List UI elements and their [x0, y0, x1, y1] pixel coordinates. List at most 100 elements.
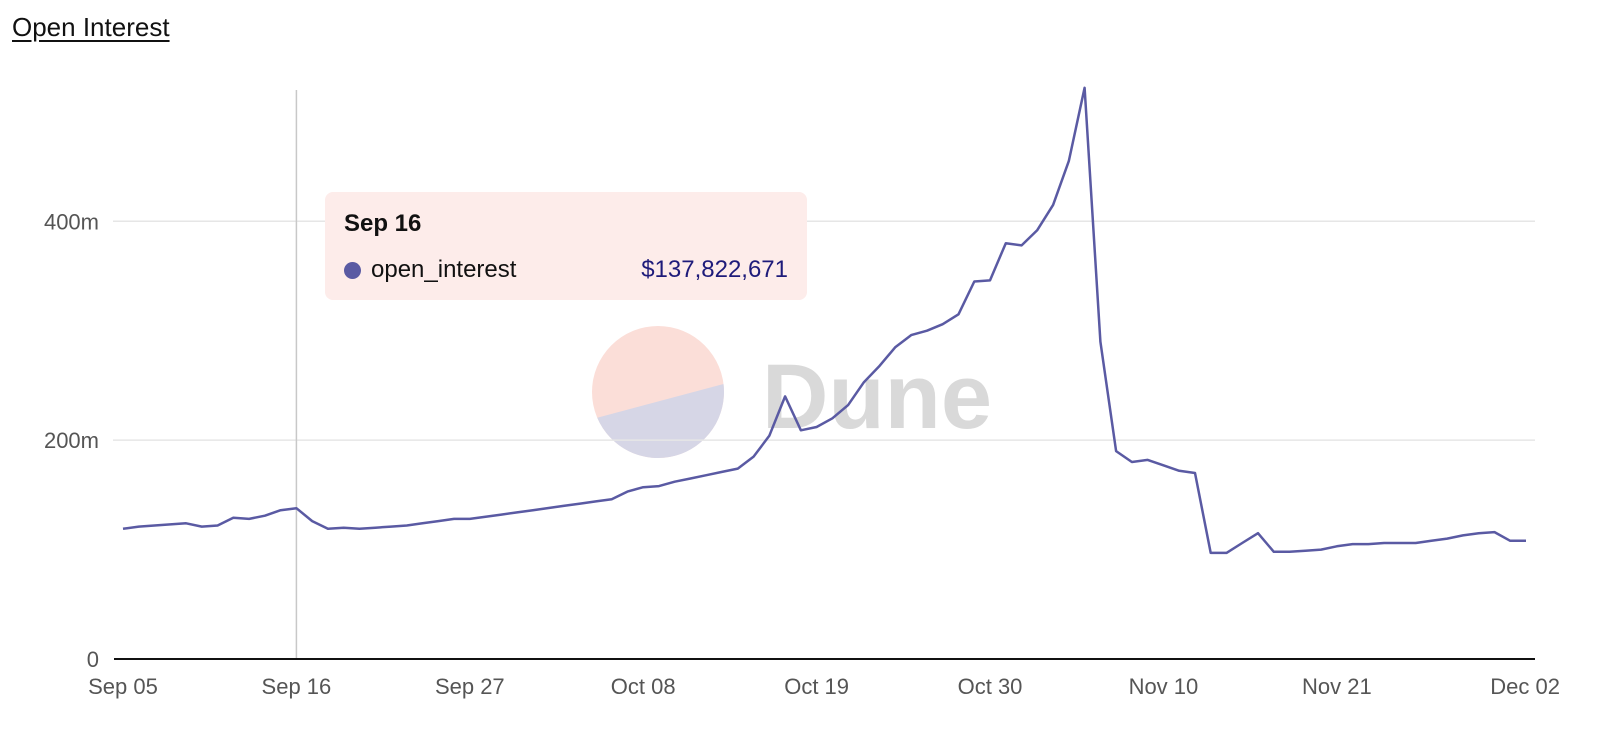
- data-point: [799, 428, 803, 432]
- data-point: [1130, 460, 1134, 464]
- data-point: [1414, 541, 1418, 545]
- data-point: [767, 434, 771, 438]
- data-point: [389, 525, 393, 529]
- x-tick-label: Nov 10: [1129, 674, 1199, 699]
- dune-watermark-text: Dune: [762, 346, 992, 448]
- chart-tooltip: Sep 16 open_interest $137,822,671: [325, 192, 807, 300]
- y-axis-ticks: 0 200m 400m: [44, 209, 99, 672]
- data-point: [421, 521, 425, 525]
- data-point: [484, 515, 488, 519]
- data-points: [121, 86, 1528, 555]
- data-point: [1177, 469, 1181, 473]
- data-point: [752, 455, 756, 459]
- data-point: [1335, 544, 1339, 548]
- dune-watermark: Dune: [592, 326, 992, 459]
- data-point: [1477, 531, 1481, 535]
- data-point: [1004, 241, 1008, 245]
- tooltip-row: open_interest $137,822,671: [344, 256, 788, 284]
- data-point: [1508, 539, 1512, 543]
- data-point: [153, 524, 157, 528]
- data-point: [1083, 86, 1087, 90]
- data-point: [1067, 159, 1071, 163]
- data-point: [988, 278, 992, 282]
- data-point: [1051, 203, 1055, 207]
- data-point: [878, 364, 882, 368]
- data-point: [1445, 537, 1449, 541]
- data-point: [783, 394, 787, 398]
- data-point: [862, 380, 866, 384]
- data-point: [1398, 541, 1402, 545]
- data-point: [1114, 449, 1118, 453]
- data-point: [137, 525, 141, 529]
- data-point: [531, 508, 535, 512]
- data-point: [200, 525, 204, 529]
- data-point: [216, 524, 220, 528]
- chart-title[interactable]: Open Interest: [12, 12, 170, 42]
- data-point: [657, 484, 661, 488]
- data-point: [830, 416, 834, 420]
- data-point: [1351, 542, 1355, 546]
- data-point: [625, 490, 629, 494]
- data-point: [1382, 541, 1386, 545]
- data-point: [815, 425, 819, 429]
- x-tick-label: Sep 05: [88, 674, 158, 699]
- data-point: [468, 517, 472, 521]
- data-point: [1146, 458, 1150, 462]
- data-point: [279, 508, 283, 512]
- data-point: [231, 516, 235, 520]
- data-point: [294, 506, 298, 510]
- data-point: [736, 467, 740, 471]
- data-point: [610, 497, 614, 501]
- data-point: [310, 519, 314, 523]
- data-point: [704, 473, 708, 477]
- data-point: [925, 329, 929, 333]
- data-point: [594, 499, 598, 503]
- x-tick-label: Dec 02: [1490, 674, 1560, 699]
- data-point: [1492, 530, 1496, 534]
- x-tick-label: Sep 16: [262, 674, 332, 699]
- x-tick-label: Oct 30: [958, 674, 1023, 699]
- data-point: [720, 470, 724, 474]
- data-point: [1366, 542, 1370, 546]
- data-point: [972, 279, 976, 283]
- data-point: [121, 527, 125, 531]
- data-point: [578, 502, 582, 506]
- data-point: [263, 514, 267, 518]
- data-point: [1224, 551, 1228, 555]
- data-point: [247, 517, 251, 521]
- data-point: [1429, 539, 1433, 543]
- data-point: [326, 527, 330, 531]
- open-interest-line[interactable]: [122, 86, 1526, 555]
- data-point: [1272, 550, 1276, 554]
- data-point: [515, 510, 519, 514]
- x-tick-label: Sep 27: [435, 674, 505, 699]
- data-point: [1161, 463, 1165, 467]
- tooltip-series-name: open_interest: [371, 256, 517, 283]
- data-point: [846, 403, 850, 407]
- data-point: [436, 519, 440, 523]
- data-point: [1193, 471, 1197, 475]
- y-tick-label: 0: [87, 647, 99, 672]
- data-point: [941, 322, 945, 326]
- data-point: [909, 333, 913, 337]
- data-point: [1020, 243, 1024, 247]
- data-point: [562, 504, 566, 508]
- data-point: [1209, 551, 1213, 555]
- data-point: [956, 312, 960, 316]
- data-point: [405, 524, 409, 528]
- y-tick-label: 200m: [44, 428, 99, 453]
- data-point: [893, 345, 897, 349]
- data-point: [184, 521, 188, 525]
- data-point: [342, 526, 346, 530]
- x-tick-label: Oct 08: [611, 674, 676, 699]
- data-point: [641, 485, 645, 489]
- data-point: [1035, 228, 1039, 232]
- x-tick-label: Oct 19: [784, 674, 849, 699]
- data-point: [499, 513, 503, 517]
- series-color-dot-icon: [344, 261, 361, 279]
- x-tick-label: Nov 21: [1302, 674, 1372, 699]
- tooltip-value: $137,822,671: [641, 256, 788, 283]
- data-point: [1303, 549, 1307, 553]
- data-point: [1288, 550, 1292, 554]
